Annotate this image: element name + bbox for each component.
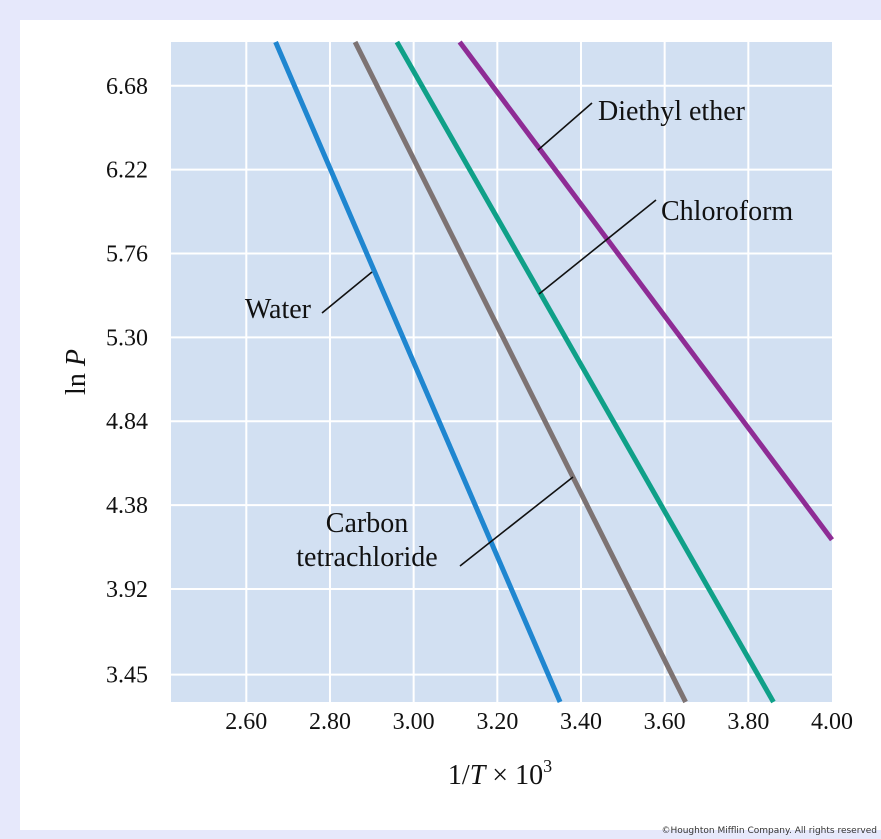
series-layer: [273, 40, 835, 704]
plot-area: [171, 42, 832, 702]
x-tick-label: 3.80: [727, 709, 769, 735]
series-label-2: Chloroform: [661, 196, 793, 227]
leader-line-3: [537, 102, 593, 151]
x-tick-label: 3.60: [644, 709, 686, 735]
y-tick-label: 6.68: [106, 74, 148, 100]
plot-background-layer: [171, 42, 832, 702]
grid-layer: [171, 42, 832, 702]
y-axis-title: ln P: [61, 349, 92, 395]
leader-layer: [321, 102, 657, 567]
x-tick-label: 2.80: [309, 709, 351, 735]
leader-line-0: [321, 271, 373, 314]
series-label-3: Diethyl ether: [598, 96, 746, 127]
label-layer: Water Carbon tetrachloride Chloroform Diethy…: [245, 96, 794, 573]
series-line-3: [457, 40, 835, 542]
leader-line-2: [538, 199, 657, 295]
y-tick-label: 3.45: [106, 663, 148, 689]
tick-layer: 2.60 2.80 3.00 3.20 3.40 3.60 3.80 4.00 3.45 3.92…: [106, 74, 853, 735]
y-tick-label: 4.84: [106, 409, 148, 435]
series-label-0: Water: [245, 294, 312, 325]
y-tick-label: 5.76: [106, 241, 148, 267]
y-tick-label: 4.38: [106, 493, 148, 519]
y-tick-label: 6.22: [106, 158, 148, 184]
x-tick-label: 3.00: [393, 709, 435, 735]
leader-line-1: [459, 476, 574, 567]
x-axis-title: 1/T × 103: [448, 756, 552, 791]
series-line-0: [273, 41, 563, 703]
series-line-2: [394, 40, 776, 704]
x-tick-label: 3.20: [476, 709, 518, 735]
y-tick-label: 3.92: [106, 577, 148, 603]
x-tick-label: 4.00: [811, 709, 853, 735]
series-label-1: Carbon tetrachloride: [296, 508, 437, 573]
y-tick-label: 5.30: [106, 325, 148, 351]
series-line-1: [352, 40, 688, 704]
x-tick-label: 3.40: [560, 709, 602, 735]
x-tick-label: 2.60: [225, 709, 267, 735]
copyright-notice: ©Houghton Mifflin Company. All rights re…: [661, 826, 877, 836]
